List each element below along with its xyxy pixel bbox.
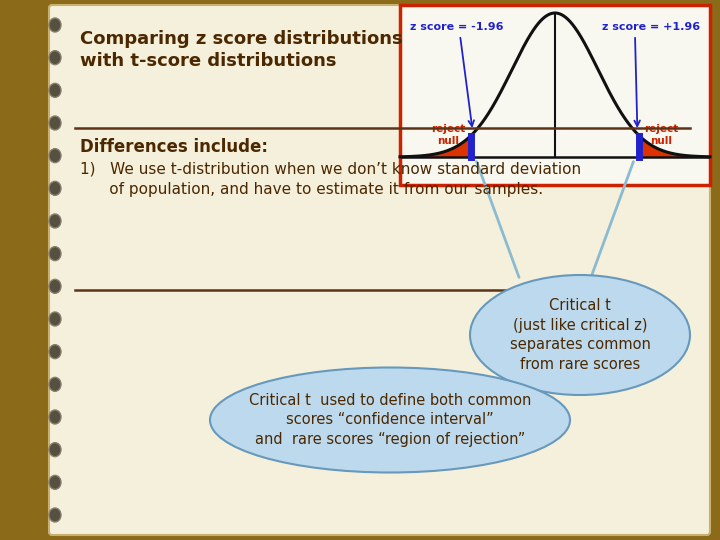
Ellipse shape	[49, 214, 61, 228]
Text: of population, and have to estimate it from our samples.: of population, and have to estimate it f…	[80, 182, 543, 197]
Ellipse shape	[49, 83, 61, 97]
Ellipse shape	[470, 275, 690, 395]
Ellipse shape	[49, 279, 61, 293]
FancyBboxPatch shape	[49, 5, 710, 535]
Text: 1)   We use t-distribution when we don’t know standard deviation: 1) We use t-distribution when we don’t k…	[80, 162, 581, 177]
Text: Critical t
(just like critical z)
separates common
from rare scores: Critical t (just like critical z) separa…	[510, 298, 650, 372]
Ellipse shape	[49, 148, 61, 163]
Ellipse shape	[49, 181, 61, 195]
Ellipse shape	[49, 508, 61, 522]
Ellipse shape	[49, 345, 61, 359]
Text: reject
null: reject null	[431, 124, 466, 146]
Text: z score = +1.96: z score = +1.96	[602, 22, 700, 32]
Text: reject
null: reject null	[644, 124, 678, 146]
Text: Differences include:: Differences include:	[80, 138, 268, 156]
Ellipse shape	[49, 18, 61, 32]
Text: Comparing z score distributions: Comparing z score distributions	[80, 30, 402, 48]
Polygon shape	[400, 137, 471, 157]
Ellipse shape	[49, 443, 61, 457]
Ellipse shape	[49, 247, 61, 261]
Ellipse shape	[49, 312, 61, 326]
Ellipse shape	[49, 51, 61, 65]
Ellipse shape	[49, 410, 61, 424]
Ellipse shape	[210, 368, 570, 472]
Ellipse shape	[49, 116, 61, 130]
Ellipse shape	[49, 475, 61, 489]
Text: with t-score distributions: with t-score distributions	[80, 52, 336, 70]
Text: Critical t  used to define both common
scores “confidence interval”
and  rare sc: Critical t used to define both common sc…	[249, 393, 531, 447]
Ellipse shape	[49, 377, 61, 392]
Text: z score = -1.96: z score = -1.96	[410, 22, 503, 32]
Polygon shape	[639, 137, 710, 157]
FancyBboxPatch shape	[400, 5, 710, 185]
